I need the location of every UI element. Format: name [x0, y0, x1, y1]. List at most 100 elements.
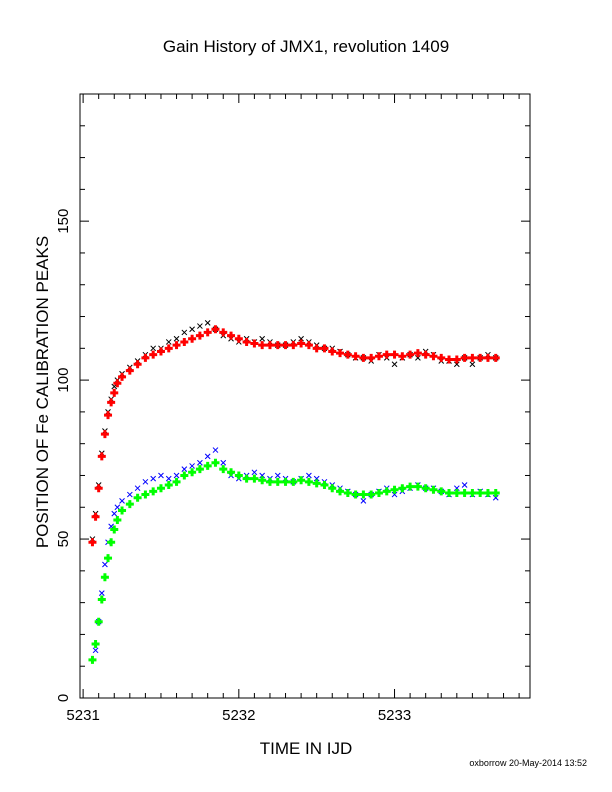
data-point	[118, 372, 127, 381]
data-point	[242, 474, 251, 483]
data-point	[336, 487, 345, 496]
data-point	[212, 447, 219, 453]
data-point	[452, 488, 461, 497]
data-point	[211, 458, 220, 467]
series-4	[88, 458, 500, 664]
data-point	[452, 355, 461, 364]
data-point	[125, 500, 134, 509]
data-point	[158, 472, 164, 479]
data-point	[107, 398, 116, 407]
data-point	[88, 538, 97, 547]
data-point	[227, 468, 236, 477]
data-point	[102, 561, 108, 568]
data-point	[374, 488, 383, 497]
data-point	[92, 647, 99, 654]
data-point	[250, 474, 259, 483]
data-point	[460, 353, 469, 362]
x-tick-label: 5233	[378, 707, 411, 724]
data-point	[189, 463, 195, 469]
data-point	[437, 487, 446, 496]
data-point	[289, 341, 298, 350]
data-point	[165, 475, 172, 482]
data-point	[97, 452, 106, 461]
data-point	[188, 468, 197, 477]
data-point	[313, 475, 320, 482]
data-point	[460, 488, 469, 497]
data-point	[259, 472, 266, 479]
data-point	[336, 349, 345, 358]
data-point	[113, 379, 122, 388]
data-point	[104, 411, 113, 420]
y-tick-label: 150	[55, 209, 72, 234]
data-point	[98, 590, 105, 596]
x-tick-label: 5231	[66, 707, 99, 724]
data-point	[180, 471, 189, 480]
x-axis-label: TIME IN IJD	[260, 739, 353, 758]
data-point	[258, 476, 267, 485]
data-point	[265, 477, 274, 486]
data-point	[173, 335, 180, 342]
data-point	[107, 538, 116, 547]
data-point	[297, 476, 306, 485]
data-point	[367, 353, 376, 362]
data-point	[304, 477, 313, 486]
data-point	[188, 334, 197, 343]
data-point	[172, 477, 181, 486]
data-point	[119, 498, 125, 504]
data-point	[351, 490, 360, 499]
data-point	[110, 525, 119, 534]
series-3	[92, 447, 499, 654]
data-point	[391, 491, 398, 498]
data-point	[181, 466, 188, 472]
data-point	[421, 350, 430, 359]
data-point	[429, 352, 438, 361]
data-point	[328, 347, 337, 356]
data-point	[453, 361, 460, 368]
data-point	[298, 335, 304, 342]
data-point	[273, 477, 282, 486]
data-point	[304, 341, 313, 350]
data-point	[306, 472, 312, 479]
data-point	[100, 430, 109, 439]
data-point	[211, 325, 220, 334]
data-point	[172, 341, 181, 350]
data-point	[461, 482, 468, 488]
data-point	[204, 453, 211, 460]
data-point	[265, 341, 274, 350]
data-point	[141, 353, 150, 362]
data-point	[359, 490, 368, 499]
data-point	[195, 465, 204, 474]
data-point	[91, 639, 100, 648]
data-point	[118, 506, 127, 515]
data-point	[491, 488, 500, 497]
data-point	[114, 504, 121, 511]
data-point	[113, 515, 122, 524]
data-point	[476, 353, 485, 362]
data-point	[483, 488, 492, 497]
data-point	[359, 353, 368, 362]
data-point	[180, 337, 189, 346]
data-point	[94, 484, 103, 493]
data-point	[445, 355, 454, 364]
data-point	[468, 488, 477, 497]
data-point	[476, 488, 485, 497]
data-point	[133, 360, 142, 369]
data-point	[382, 350, 391, 359]
y-tick-label: 0	[55, 694, 72, 702]
data-point	[150, 475, 157, 482]
data-point	[197, 323, 203, 329]
data-point	[413, 349, 422, 358]
data-point	[312, 479, 321, 488]
data-point	[164, 344, 173, 353]
axis-ticks	[80, 93, 530, 699]
data-point	[104, 554, 113, 563]
data-point	[483, 353, 492, 362]
data-point	[468, 353, 477, 362]
data-point	[406, 350, 415, 359]
data-point	[220, 459, 227, 466]
data-point	[134, 485, 141, 492]
data-point	[150, 345, 157, 352]
data-point	[421, 484, 430, 493]
data-point	[374, 352, 383, 361]
